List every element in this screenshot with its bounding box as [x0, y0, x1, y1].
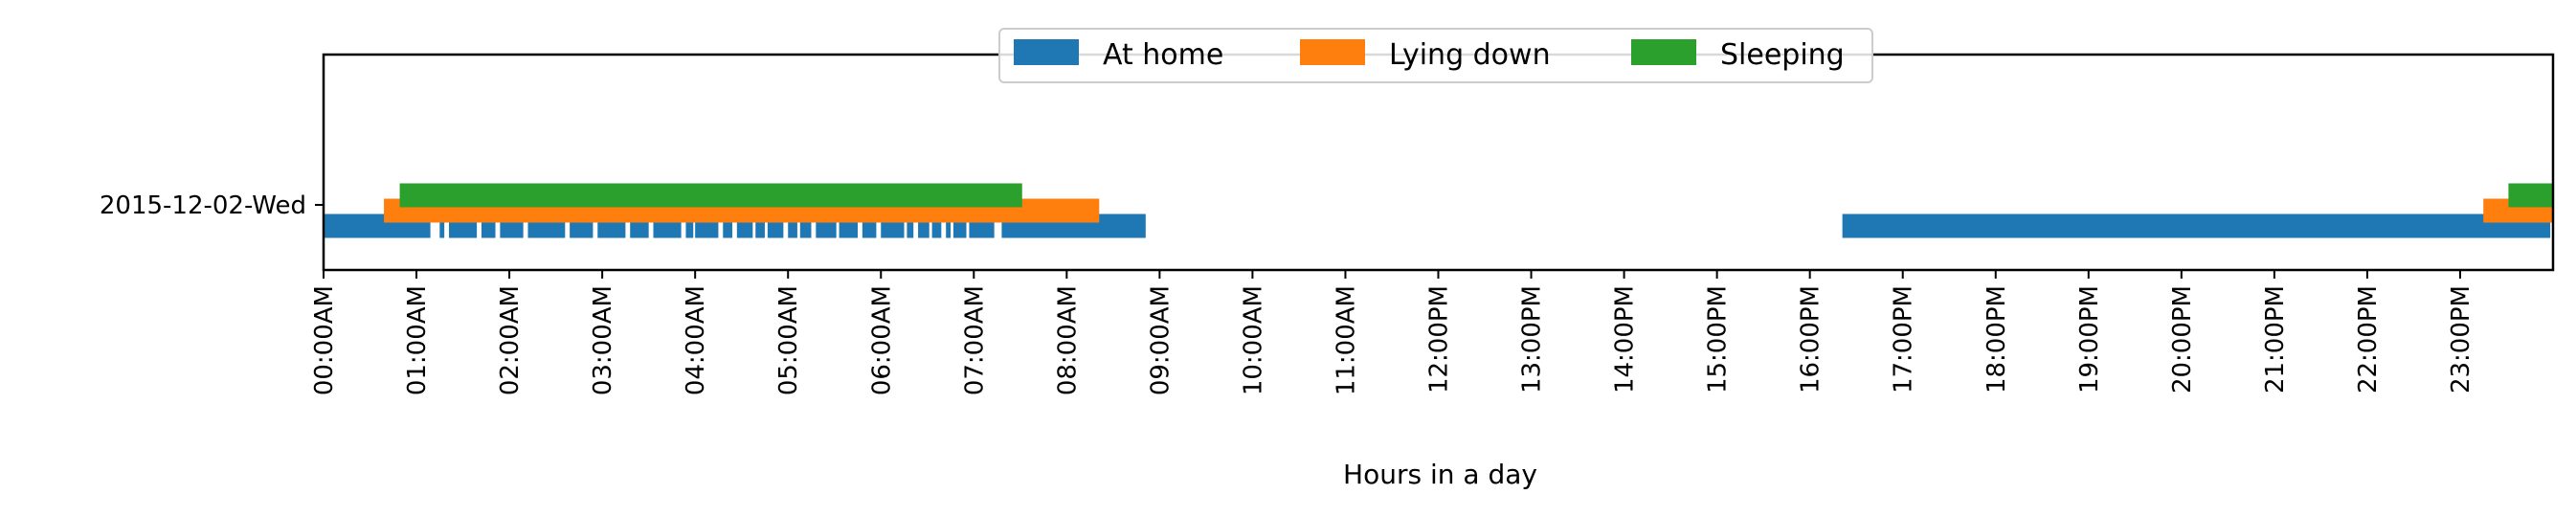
x-tick-label: 09:00AM	[1146, 285, 1175, 395]
bar-segment	[723, 214, 732, 238]
x-tick-label: 11:00AM	[1332, 285, 1360, 395]
y-axis-ticks: 2015-12-02-Wed	[100, 191, 324, 220]
legend-swatch	[1300, 39, 1365, 65]
x-tick-label: 13:00PM	[1518, 285, 1547, 393]
x-tick-label: 03:00AM	[589, 285, 617, 395]
x-tick-label: 21:00PM	[2261, 285, 2290, 393]
legend-label: Lying down	[1389, 38, 1551, 72]
x-tick-label: 07:00AM	[960, 285, 989, 395]
legend-swatch	[1014, 39, 1079, 65]
x-tick-label: 06:00AM	[867, 285, 896, 395]
x-tick-label: 23:00PM	[2447, 285, 2475, 393]
legend-label: At home	[1103, 38, 1223, 72]
x-tick-label: 00:00AM	[310, 285, 339, 395]
series-sleeping	[399, 183, 2553, 208]
legend: At home Lying down Sleeping	[998, 28, 1873, 83]
legend-swatch	[1631, 39, 1696, 65]
x-tick-label: 16:00PM	[1797, 285, 1826, 393]
x-axis-ticks: 00:00AM 01:00AM 02:00AM 03:00AM 04:00AM 05:00…	[310, 270, 2475, 395]
x-tick-label: 01:00AM	[403, 285, 432, 395]
x-tick-label: 19:00PM	[2075, 285, 2104, 393]
x-tick-label: 02:00AM	[496, 285, 525, 395]
x-tick-label: 12:00PM	[1425, 285, 1454, 393]
x-tick-label: 22:00PM	[2354, 285, 2383, 393]
legend-label: Sleeping	[1720, 38, 1845, 72]
bars-layer	[324, 183, 2554, 238]
x-tick-label: 20:00PM	[2168, 285, 2197, 393]
bar-segment	[931, 214, 942, 238]
y-tick-label: 2015-12-02-Wed	[100, 191, 306, 220]
bar-segment	[2508, 183, 2553, 208]
bar-segment	[439, 214, 445, 238]
x-tick-label: 14:00PM	[1611, 285, 1640, 393]
x-axis-label: Hours in a day	[1343, 459, 1537, 490]
bar-segment	[799, 214, 812, 238]
x-tick-label: 04:00AM	[682, 285, 710, 395]
bar-segment	[685, 214, 694, 238]
bar-segment	[755, 214, 765, 238]
x-tick-label: 15:00PM	[1704, 285, 1733, 393]
bar-segment	[1842, 214, 2551, 238]
x-tick-label: 10:00AM	[1239, 285, 1267, 395]
x-tick-label: 18:00PM	[1982, 285, 2011, 393]
x-tick-label: 05:00AM	[774, 285, 803, 395]
x-tick-label: 08:00AM	[1053, 285, 1082, 395]
bar-segment	[946, 214, 952, 238]
bar-segment	[918, 214, 930, 238]
bar-segment	[788, 214, 797, 238]
bar-segment	[907, 214, 914, 238]
bar-segment	[399, 183, 1022, 208]
x-tick-label: 17:00PM	[1890, 285, 1918, 393]
